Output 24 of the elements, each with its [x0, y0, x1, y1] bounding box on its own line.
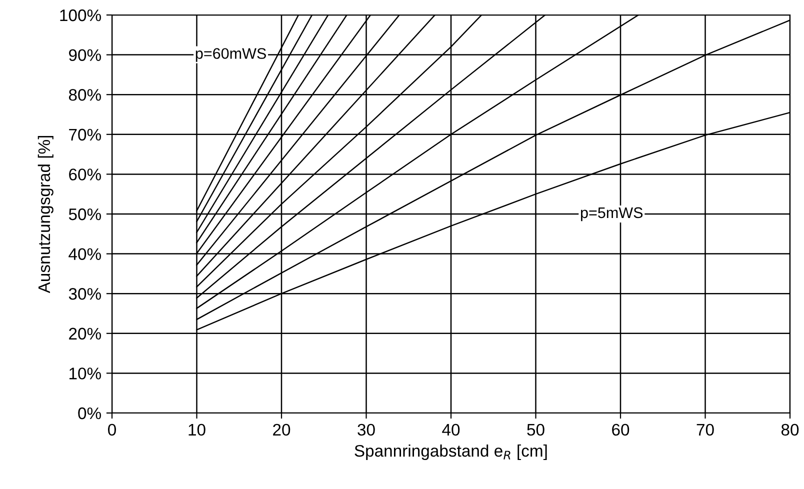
y-tick-label: 30%: [68, 288, 101, 300]
y-tick-label: 0%: [78, 407, 101, 420]
y-tick-label: 90%: [69, 49, 101, 62]
x-tick-label: 80: [781, 424, 799, 436]
series-label: p=60mWS: [196, 48, 266, 62]
x-tick-label: 50: [527, 424, 544, 436]
y-tick-label: 40%: [68, 248, 101, 260]
y-tick-label: 50%: [68, 208, 101, 220]
y-axis-title: Ausnutzungsgrad [%]: [38, 136, 54, 294]
y-tick-label: 20%: [69, 328, 101, 340]
y-tick-label: 10%: [69, 368, 101, 380]
y-tick-label: 80%: [68, 89, 101, 101]
y-tick-label: 60%: [69, 168, 101, 180]
y-tick-label: 100%: [60, 9, 101, 22]
series-label: p=5mWS: [580, 207, 643, 222]
y-tick-label: 70%: [69, 128, 101, 141]
x-tick-label: 40: [442, 424, 460, 436]
x-tick-label: 70: [696, 424, 714, 436]
x-tick-label: 10: [188, 424, 206, 436]
x-tick-label: 60: [612, 424, 630, 436]
x-tick-label: 0: [108, 424, 116, 436]
x-axis-title: Spannringabstand e$_{R}$ [cm]: [354, 444, 547, 460]
x-tick-label: 20: [273, 424, 290, 436]
x-tick-label: 30: [358, 424, 375, 436]
